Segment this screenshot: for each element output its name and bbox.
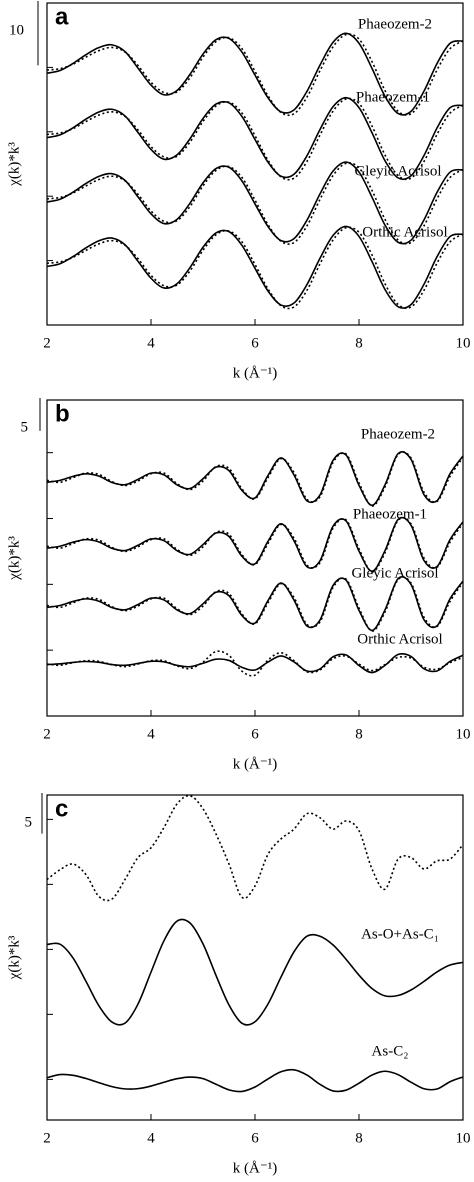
plot-frame	[46, 794, 464, 1121]
fit-curve	[46, 918, 464, 1026]
data-curve	[46, 162, 464, 245]
data-curve	[46, 794, 464, 902]
curve-label: Phaeozem-2	[361, 426, 435, 442]
fit-curve	[46, 225, 464, 309]
fit-curve	[46, 576, 464, 632]
x-tick-label: 8	[355, 726, 363, 742]
curve-label: Gleyic Acrisol	[351, 565, 438, 581]
data-curve	[46, 650, 464, 677]
x-tick-label: 2	[43, 335, 51, 351]
x-tick-label: 8	[355, 1130, 363, 1146]
plot-frame	[46, 399, 464, 717]
data-curve	[46, 33, 464, 117]
x-tick-label: 2	[43, 1130, 51, 1146]
curve-label: Gleyic Acrisol	[354, 163, 441, 179]
panel-label: b	[55, 400, 70, 427]
x-tick-label: 10	[456, 335, 471, 351]
x-tick-label: 4	[147, 1130, 155, 1146]
x-axis-label: k (Å⁻¹)	[233, 365, 278, 381]
scale-bar-label: 10	[9, 22, 24, 38]
x-tick-label: 6	[251, 1130, 259, 1146]
x-tick-label: 4	[147, 726, 155, 742]
curve-label: Phaeozem-1	[356, 89, 430, 105]
y-axis-label: χ(k)*k³	[6, 142, 22, 187]
y-axis-label: χ(k)*k³	[6, 536, 22, 581]
data-curve	[46, 97, 464, 181]
curve-label: Orthic Acrisol	[357, 631, 442, 647]
scale-bar-label: 5	[21, 419, 29, 435]
x-tick-label: 6	[251, 726, 259, 742]
curve-label: Phaeozem-1	[353, 506, 427, 522]
panel-label: c	[55, 795, 68, 822]
x-tick-label: 2	[43, 726, 51, 742]
x-tick-label: 8	[355, 335, 363, 351]
fit-curve	[46, 96, 464, 181]
x-axis-label: k (Å⁻¹)	[233, 756, 278, 772]
x-tick-label: 6	[251, 335, 259, 351]
curve-label: Phaeozem-2	[358, 16, 432, 32]
fit-curve	[46, 516, 464, 572]
scale-bar-label: 5	[25, 814, 33, 830]
fit-curve	[46, 1068, 464, 1093]
x-axis-label: k (Å⁻¹)	[233, 1160, 278, 1176]
x-tick-label: 4	[147, 335, 155, 351]
fit-curve	[46, 451, 464, 507]
curve-label: Orthic Acrisol	[362, 224, 447, 240]
fit-curve	[46, 32, 464, 116]
curve-label: As-O+As-C₁	[361, 926, 439, 942]
x-tick-label: 10	[456, 1130, 471, 1146]
data-curve	[46, 226, 464, 310]
x-tick-label: 10	[456, 726, 471, 742]
curve-label: As-C₂	[372, 1043, 409, 1059]
y-axis-label: χ(k)*k³	[6, 935, 22, 980]
fit-curve	[46, 161, 464, 245]
panel-label: a	[55, 3, 69, 30]
